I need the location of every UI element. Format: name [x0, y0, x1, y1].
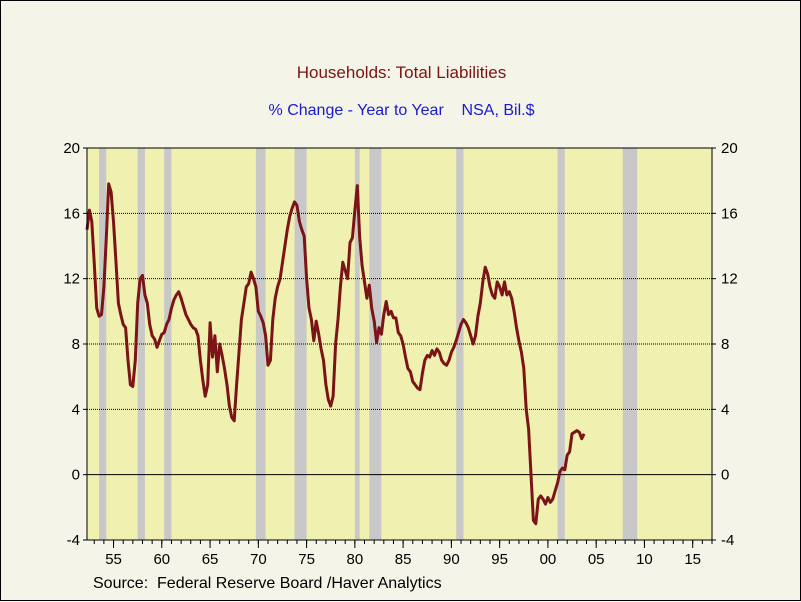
- x-tick-label: 75: [298, 551, 315, 568]
- y-tick-label-right: 8: [721, 336, 729, 353]
- y-tick-label-left: 0: [72, 467, 80, 484]
- y-tick-label-right: -4: [721, 532, 734, 549]
- x-tick-label: 95: [491, 551, 508, 568]
- recession-band: [99, 148, 107, 540]
- gridlines: [87, 212, 712, 410]
- y-tick-label-left: -4: [67, 532, 80, 549]
- y-tick-label-right: 16: [721, 205, 738, 222]
- x-tick-label: 05: [588, 551, 605, 568]
- x-tick-label: 90: [443, 551, 460, 568]
- x-tick-label: 00: [540, 551, 557, 568]
- series-line: [85, 182, 586, 526]
- y-tick-label-right: 20: [721, 140, 738, 157]
- y-tick-label-left: 16: [63, 205, 80, 222]
- y-tick-label-right: 4: [721, 401, 729, 418]
- recession-band: [255, 148, 266, 540]
- y-tick-label-left: 4: [72, 401, 80, 418]
- x-tick-label: 85: [395, 551, 412, 568]
- x-tick-label: 80: [347, 551, 364, 568]
- x-tick-label: 55: [105, 551, 122, 568]
- chart-subtitle: % Change - Year to Year NSA, Bil.$: [268, 102, 535, 119]
- y-tick-label-left: 12: [63, 271, 80, 288]
- y-tick-label-left: 8: [72, 336, 80, 353]
- x-tick-label: 60: [153, 551, 170, 568]
- x-tick-label: 70: [250, 551, 267, 568]
- y-tick-label-right: 0: [721, 467, 729, 484]
- source-note: Source: Federal Reserve Board /Haver Ana…: [93, 575, 442, 592]
- chart-title: Households: Total Liabilities: [296, 63, 507, 82]
- y-tick-label-right: 12: [721, 271, 738, 288]
- x-tick-label: 10: [636, 551, 653, 568]
- x-tick-label: 65: [202, 551, 219, 568]
- y-tick-label-left: 20: [63, 140, 80, 157]
- x-tick-label: 15: [684, 551, 701, 568]
